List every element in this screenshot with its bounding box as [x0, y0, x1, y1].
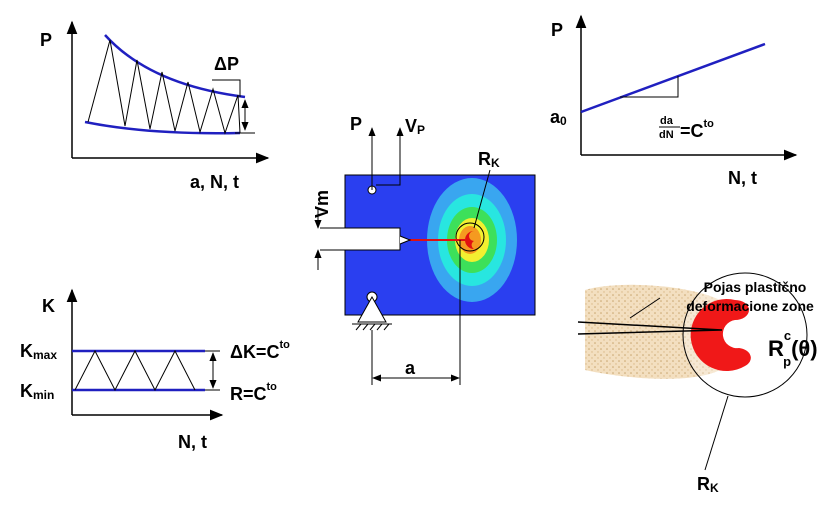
diagram: P ΔP a, N, t P a0 da dN =Cto N, t P VP R…: [0, 0, 832, 511]
law-rhs: =Cto: [680, 118, 714, 141]
sub: K: [710, 481, 719, 495]
x-label: N, t: [728, 168, 757, 188]
zone-label: deformacione zone: [686, 298, 814, 314]
y-label: P: [40, 30, 52, 50]
base: R=C: [230, 384, 267, 404]
k-min-label: Kmin: [20, 381, 54, 402]
zone-label: Pojas plastično: [704, 279, 807, 295]
specimen: P VP RK Vm a: [312, 114, 535, 385]
crack-length-label: a: [405, 358, 416, 378]
base: K: [20, 381, 33, 401]
base: =C: [680, 121, 704, 141]
sup: to: [267, 381, 278, 393]
x-label: a, N, t: [190, 172, 239, 192]
growth-line: [581, 44, 765, 112]
base: K: [20, 341, 33, 361]
delta-k-label: ΔK=Cto: [230, 339, 290, 362]
base: ΔK=C: [230, 342, 279, 362]
top-right-plot: P a0 da dN =Cto N, t: [550, 16, 796, 188]
sup: to: [279, 339, 290, 351]
sub: 0: [560, 114, 567, 128]
k-max-label: Kmax: [20, 341, 57, 362]
load-point-label: VP: [405, 116, 425, 137]
base: V: [405, 116, 417, 136]
sub: K: [491, 156, 500, 170]
y-label: P: [551, 20, 563, 40]
top-left-plot: P ΔP a, N, t: [40, 22, 268, 192]
ground-hatch: [356, 324, 389, 330]
law-denominator: dN: [659, 129, 674, 141]
ratio-label: R=Cto: [230, 381, 277, 404]
y-label: K: [42, 296, 55, 316]
sup: to: [704, 118, 715, 130]
amplitude-label: ΔP: [214, 54, 239, 74]
radius-label: RK: [697, 474, 719, 495]
load-label: P: [350, 114, 362, 134]
radius-label: RK: [478, 149, 500, 170]
arg: (θ): [791, 336, 818, 361]
law-numerator: da: [660, 115, 674, 127]
sub: p: [783, 354, 791, 369]
sub: P: [417, 123, 425, 137]
sub: min: [33, 388, 54, 402]
base: R: [478, 149, 491, 169]
lower-envelope: [85, 122, 240, 133]
opening-label: Vm: [312, 190, 332, 218]
sup: c: [784, 328, 791, 343]
base: R: [697, 474, 710, 494]
leader: [705, 396, 728, 470]
bottom-left-plot: K Kmax Kmin ΔK=Cto R=Cto N, t: [20, 290, 290, 452]
k-cycles: [75, 351, 195, 390]
sub: max: [33, 348, 57, 362]
intercept-label: a0: [550, 107, 567, 128]
x-label: N, t: [178, 432, 207, 452]
base: R: [768, 336, 784, 361]
